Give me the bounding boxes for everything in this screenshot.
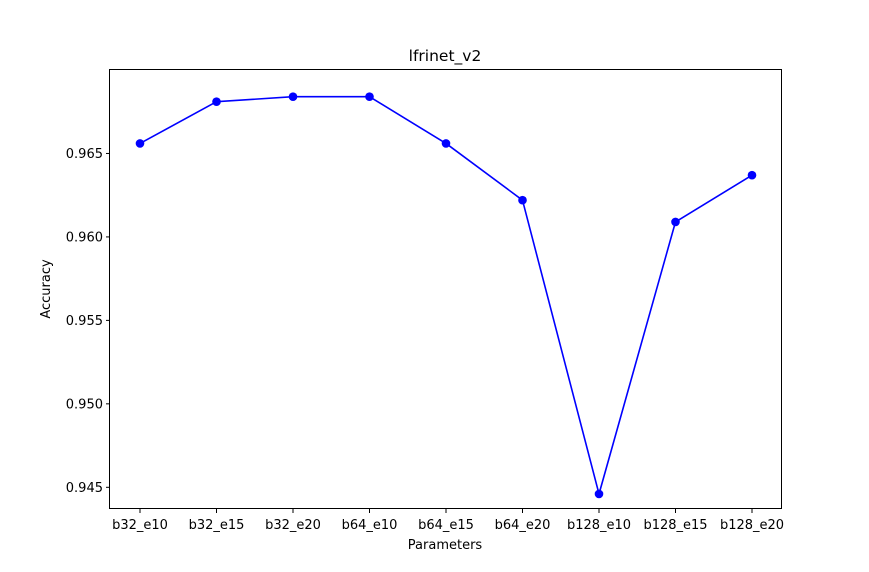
- y-tick-label: 0.950: [66, 397, 103, 412]
- data-point-b32_e10: [135, 139, 145, 148]
- data-point-b64_e20: [518, 195, 527, 205]
- data-point-b128_e20: [747, 170, 757, 180]
- x-axis-ticks: b32_e10 b32_e15 b32_e20 b64_e10 b64_e15 b64_e…: [112, 509, 784, 533]
- y-tick-label: 0.945: [66, 481, 103, 496]
- y-tick-label: 0.955: [66, 314, 103, 329]
- data-point-b64_e15: [441, 139, 451, 148]
- data-point-b128_e15: [671, 217, 680, 227]
- x-axis-label: Parameters: [408, 538, 483, 553]
- data-point-b32_e15: [212, 97, 221, 107]
- x-tick-label: b128_e10: [567, 518, 631, 533]
- x-tick-label: b32_e15: [189, 518, 245, 533]
- y-axis-ticks: 0.945 0.950 0.955 0.960 0.965: [66, 147, 110, 496]
- series-layer: [135, 92, 757, 499]
- x-tick-label: b128_e20: [720, 518, 784, 533]
- x-tick-label: b32_e10: [112, 518, 168, 533]
- data-point-b32_e20: [288, 92, 298, 102]
- x-tick-label: b64_e10: [342, 518, 398, 533]
- y-tick-label: 0.965: [66, 147, 103, 162]
- x-tick-label: b128_e15: [643, 518, 707, 533]
- data-point-b64_e10: [365, 92, 374, 102]
- x-tick-label: b32_e20: [265, 518, 321, 533]
- y-axis-label: Accuracy: [39, 259, 54, 319]
- data-point-b128_e10: [594, 489, 604, 499]
- chart-title: lfrinet_v2: [409, 47, 482, 66]
- x-tick-label: b64_e20: [495, 518, 551, 533]
- plot-area-frame: [109, 69, 782, 509]
- x-tick-label: b64_e15: [418, 518, 474, 533]
- y-tick-label: 0.960: [66, 230, 103, 245]
